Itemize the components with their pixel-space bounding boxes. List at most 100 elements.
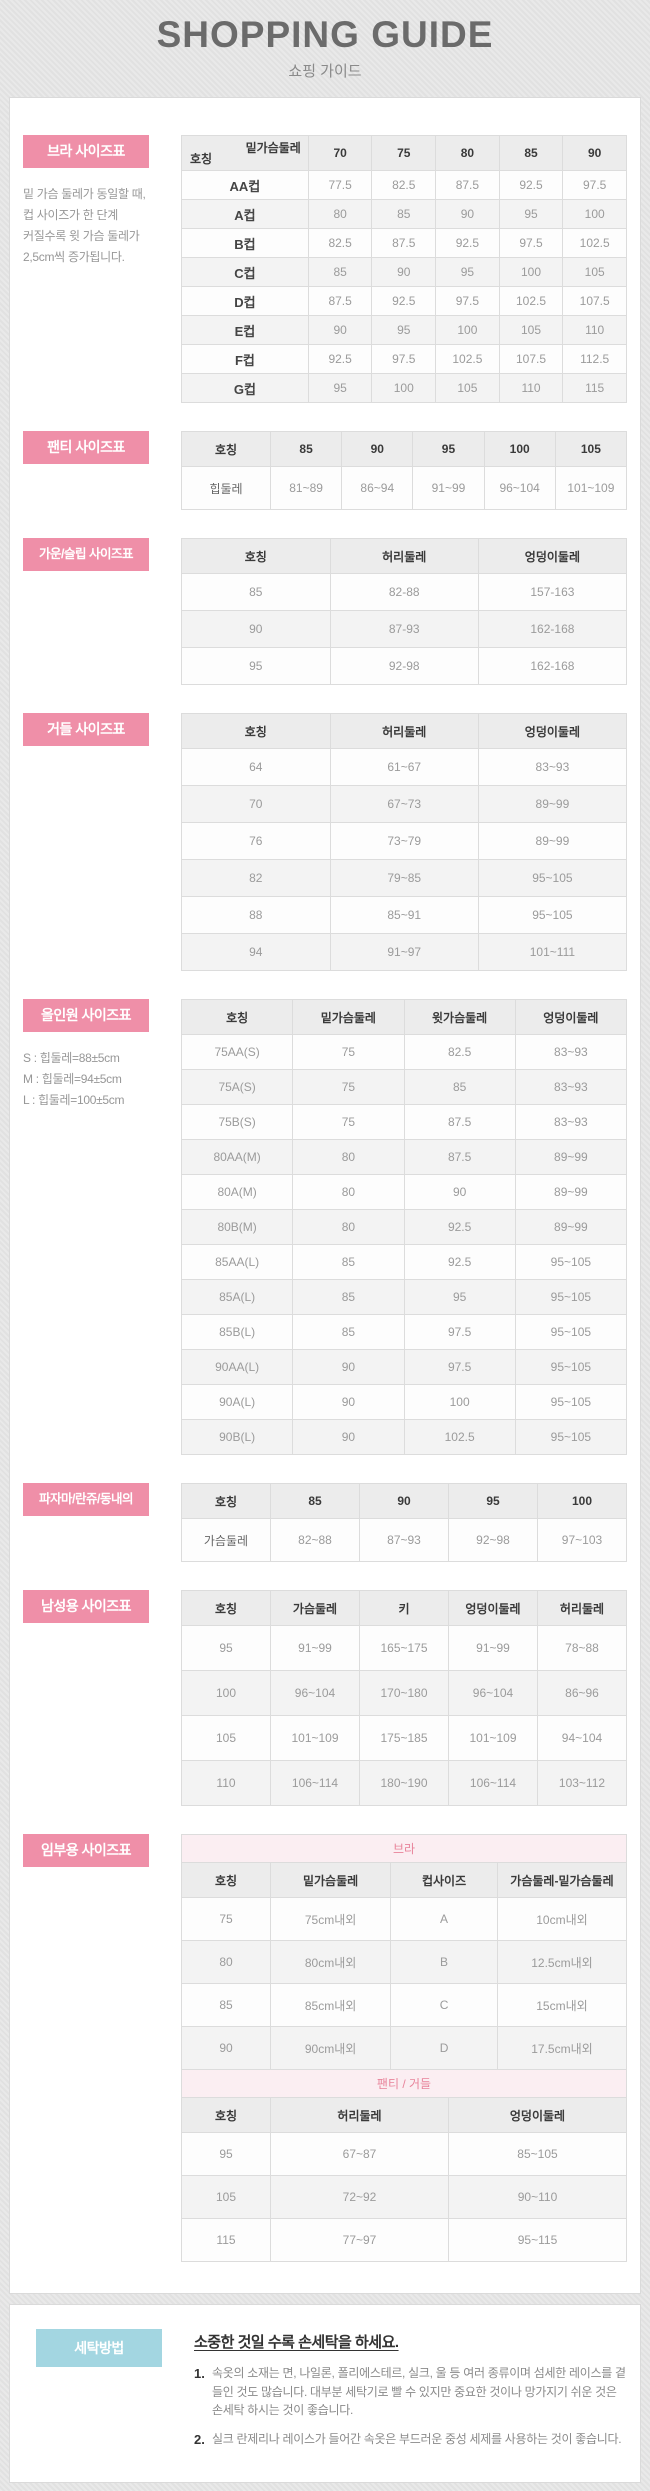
table-cell: 89~99	[477, 785, 628, 823]
table-cell: 95	[498, 199, 564, 229]
table-header-row: 호칭 밑가슴둘레 윗가슴둘레 엉덩이둘레	[180, 999, 628, 1035]
table-header-cell: 허리둘레	[270, 2097, 449, 2133]
gown-slip-section-label: 가운/슬립 사이즈표	[23, 538, 149, 571]
table-cell: 75B(S)	[180, 1104, 294, 1140]
table-cell: 75	[292, 1069, 405, 1105]
table-cell: 힙둘레	[181, 466, 271, 510]
section-panty: 팬티 사이즈표 호칭 85 90 95 100 105 힙둘레 81~89 86~94 91~99…	[23, 422, 628, 519]
table-cell: 79~85	[329, 859, 479, 897]
table-header-cell: 85	[498, 135, 564, 171]
table-cell: B	[390, 1940, 498, 1984]
table-cell: 82.5	[307, 228, 373, 258]
table-header-row: 호칭 허리둘레 엉덩이둘레	[181, 713, 628, 749]
table-cell: 92.5	[435, 228, 500, 258]
table-cell: 96~104	[483, 466, 556, 510]
table-cell: 95~105	[514, 1419, 628, 1455]
table-row: 90 87-93 162-168	[181, 610, 628, 648]
table-cell: 90~110	[448, 2175, 627, 2219]
table-header-cell: 105	[554, 431, 628, 467]
table-header-cell: 허리둘레	[329, 713, 479, 749]
table-header-cell: 엉덩이둘레	[448, 1590, 538, 1626]
washing-item-number: 1.	[194, 2366, 205, 2381]
section-girdle: 거들 사이즈표 호칭 허리둘레 엉덩이둘레 64 61~67 83~93 70 67~73 89…	[23, 704, 628, 980]
table-cell: 101~109	[554, 466, 628, 510]
table-cell: 90A(L)	[180, 1384, 294, 1420]
size-table: 밑가슴둘레 호칭 70 75 80 85 90 AA컵 77.5 82.5 87.5 92.5 97.5…	[181, 135, 627, 403]
table-header-cell: 호칭	[181, 1862, 271, 1898]
table-header-cell: 80	[435, 135, 500, 171]
table-cell: 102.5	[498, 286, 564, 316]
section-all-in-one: 올인원 사이즈표 S : 힙둘레=88±5cm M : 힙둘레=94±5cm L…	[23, 990, 628, 1464]
table-cell: 103~112	[537, 1760, 627, 1806]
table-header-cell: 엉덩이둘레	[448, 2097, 627, 2133]
table-cell: 75	[292, 1034, 405, 1070]
table-header-row: 호칭 가슴둘레 키 엉덩이둘레 허리둘레	[181, 1590, 627, 1626]
table-cell: 89~99	[514, 1139, 628, 1175]
table-header-cell: 엉덩이둘레	[477, 538, 628, 574]
table-cell: 75	[292, 1104, 405, 1140]
table-row: 90 90cm내외 D 17.5cm내외	[181, 2026, 628, 2070]
size-table: 호칭 허리둘레 엉덩이둘레 85 82-88 157-163 90 87-93 162-168 9…	[181, 538, 628, 685]
table-cell: 90cm내외	[269, 2026, 392, 2070]
table-cell: 165~175	[359, 1625, 449, 1671]
table-row: 75AA(S) 75 82.5 83~93	[180, 1034, 628, 1070]
table-cell: 87.5	[435, 170, 500, 200]
table-cell: 110	[498, 373, 564, 403]
table-row: G컵 95 100 105 110 115	[181, 373, 627, 403]
table-cell: 83~93	[514, 1034, 628, 1070]
table-cell: 92.5	[403, 1244, 516, 1280]
table-cell: 78~88	[537, 1625, 627, 1671]
table-row: 75 75cm내외 A 10cm내외	[181, 1897, 628, 1941]
table-row: 75B(S) 75 87.5 83~93	[180, 1104, 628, 1140]
table-cell: 102.5	[562, 228, 627, 258]
table-header-row: 호칭 밑가슴둘레 컵사이즈 가슴둘레-밑가슴둘레	[181, 1862, 628, 1898]
table-row: 70 67~73 89~99	[181, 785, 628, 823]
table-row: 95 92-98 162-168	[181, 647, 628, 685]
table-cell: 87.5	[403, 1104, 516, 1140]
table-row: 110 106~114 180~190 106~114 103~112	[181, 1760, 627, 1806]
table-cell: 91~97	[329, 933, 479, 971]
table-cell: 브라	[181, 1834, 627, 1863]
table-row: 80 80cm내외 B 12.5cm내외	[181, 1940, 628, 1984]
table-cell: 90B(L)	[180, 1419, 294, 1455]
table-cell: 85	[181, 1983, 271, 2027]
table-header-cell: 75	[371, 135, 437, 171]
table-cell: 95	[307, 373, 373, 403]
washing-item-text: 속옷의 소재는 면, 나일론, 폴리에스테르, 실크, 울 등 여러 종류이며 …	[212, 2366, 626, 2418]
table-cell: 157-163	[477, 573, 628, 611]
table-cell: 90	[292, 1349, 405, 1385]
table-cell: AA컵	[181, 170, 309, 200]
table-cell: 107.5	[498, 344, 564, 374]
table-cell: 95~105	[477, 896, 628, 934]
table-header-cell: 허리둘레	[537, 1590, 627, 1626]
table-cell: 80	[181, 1940, 271, 1984]
table-cell: 95	[181, 2132, 271, 2176]
table-cell: 90AA(L)	[180, 1349, 294, 1385]
table-cell: 95~105	[514, 1349, 628, 1385]
table-cell: 97.5	[562, 170, 627, 200]
table-cell: 82~88	[270, 1518, 360, 1562]
table-cell: 89~99	[477, 822, 628, 860]
table-header-cell: 밑가슴둘레	[269, 1862, 392, 1898]
table-cell: 12.5cm내외	[496, 1940, 628, 1984]
table-header-cell: 90	[341, 431, 414, 467]
table-header-cell: 가슴둘레-밑가슴둘레	[496, 1862, 628, 1898]
table-cell: 80	[292, 1139, 405, 1175]
table-header-cell: 컵사이즈	[390, 1862, 498, 1898]
table-row: 76 73~79 89~99	[181, 822, 628, 860]
table-cell: 80	[307, 199, 373, 229]
table-cell: 86~94	[341, 466, 414, 510]
table-row: 힙둘레 81~89 86~94 91~99 96~104 101~109	[181, 466, 628, 510]
table-header-cell: 윗가슴둘레	[403, 999, 516, 1035]
page-header: SHOPPING GUIDE 쇼핑 가이드	[0, 0, 650, 97]
washing-title: 소중한 것일 수록 손세탁을 하세요.	[194, 2334, 399, 2351]
size-table: 호칭 가슴둘레 키 엉덩이둘레 허리둘레 95 91~99 165~175 91~99 78~88…	[181, 1590, 627, 1806]
table-cell: G컵	[181, 373, 309, 403]
table-cell: 85cm내외	[269, 1983, 392, 2027]
all-in-one-section-note: S : 힙둘레=88±5cm M : 힙둘레=94±5cm L : 힙둘레=10…	[23, 1051, 125, 1107]
table-cell: 81~89	[269, 466, 343, 510]
table-cell: 90	[292, 1384, 405, 1420]
table-cell: 97.5	[371, 344, 437, 374]
table-row: 90A(L) 90 100 95~105	[180, 1384, 628, 1420]
